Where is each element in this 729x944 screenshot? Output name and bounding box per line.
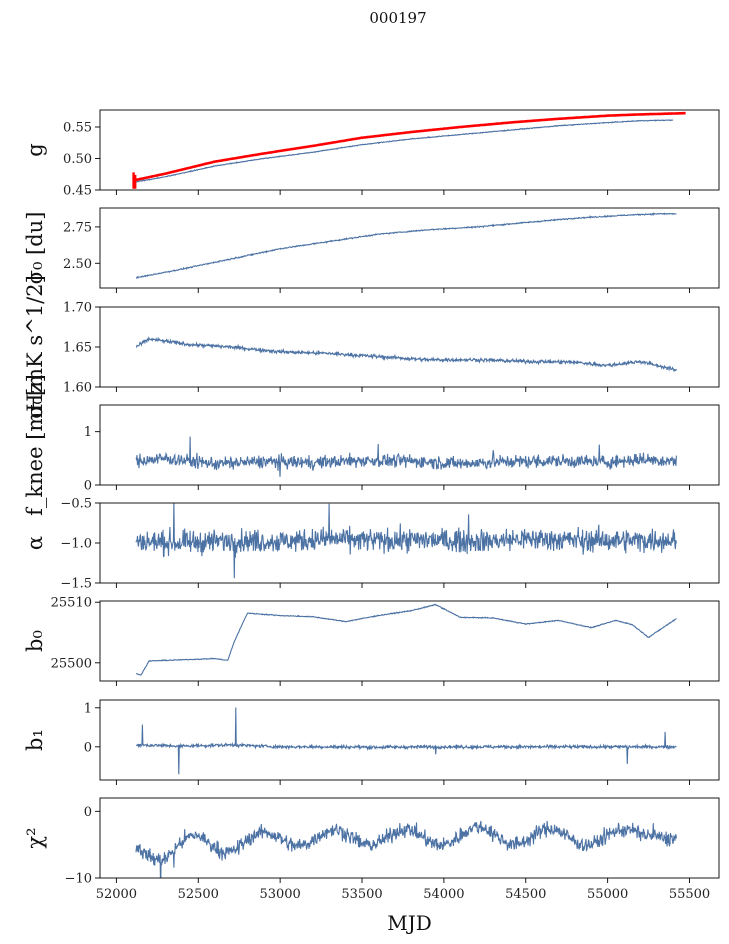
y-tick-label: 0.55 xyxy=(63,121,92,136)
panel-frame xyxy=(99,600,720,682)
series-b1 xyxy=(135,707,677,775)
panel-frame xyxy=(99,207,720,289)
y-tick-label: 2.50 xyxy=(63,257,92,272)
panel-frame xyxy=(99,306,720,388)
series-fknee xyxy=(135,436,677,477)
y-tick-label: 0 xyxy=(84,805,92,820)
y-axis-label-g: g xyxy=(23,143,47,156)
figure-suptitle: 000197 xyxy=(369,9,426,27)
series-sigma0-du xyxy=(136,212,677,280)
x-tick-label: 55000 xyxy=(587,887,628,902)
series-g-red xyxy=(132,111,686,182)
panel-frame xyxy=(99,404,720,486)
y-tick-label: 0 xyxy=(84,479,92,494)
panels-group: 0.45 0.50 0.55 g 2.50 2.75 σ₀ [du] 1.60 1.65 1.70… xyxy=(23,109,720,902)
series-g xyxy=(135,119,674,183)
y-tick-label: −0.5 xyxy=(60,497,92,512)
x-axis-label: MJD xyxy=(387,911,432,935)
y-tick-label: 25510 xyxy=(51,596,92,611)
y-axis-label-b1: b₁ xyxy=(23,729,47,751)
y-tick-label: 1.60 xyxy=(63,381,92,396)
x-tick-label: 53000 xyxy=(259,887,300,902)
y-tick-label: −1.5 xyxy=(60,577,92,592)
series-chi2 xyxy=(135,820,677,878)
series-b0 xyxy=(135,603,677,676)
panel-sigma0_mk: 1.60 1.65 1.70 σ₀[mK s^1/2] xyxy=(23,275,720,419)
y-tick-label: 1.70 xyxy=(63,301,92,316)
panel-g: 0.45 0.50 0.55 g xyxy=(23,109,720,199)
y-tick-label: 1.65 xyxy=(63,341,92,356)
x-tick-label: 54000 xyxy=(423,887,464,902)
x-tick-label: 55500 xyxy=(669,887,710,902)
y-axis-label-sigma0_du: σ₀ [du] xyxy=(23,212,47,285)
panel-frame xyxy=(99,797,720,879)
y-tick-label: −10 xyxy=(65,872,92,887)
y-axis-label-fknee: f_knee [mHz] xyxy=(23,374,47,516)
y-tick-label: 0.45 xyxy=(63,184,92,199)
panel-alpha: −1.5 −1.0 −0.5 α xyxy=(23,497,720,592)
y-tick-label: 0 xyxy=(84,740,92,755)
y-axis-label-chi2: χ² xyxy=(23,827,47,848)
panel-chi2: −10 0 52000 52500 53000 53500 54000 54500 55000 5… xyxy=(23,797,720,902)
series-alpha xyxy=(135,503,677,579)
y-tick-label: 1 xyxy=(84,425,92,440)
x-tick-label: 53500 xyxy=(341,887,382,902)
series-sigma0-mK xyxy=(135,336,677,372)
panel-frame xyxy=(99,109,720,191)
y-axis-label-sigma0_mk: σ₀[mK s^1/2] xyxy=(23,275,47,419)
x-tick-label: 54500 xyxy=(505,887,546,902)
y-axis-label-alpha: α xyxy=(23,536,47,550)
panel-fknee: 0 1 f_knee [mHz] xyxy=(23,374,720,516)
x-tick-label: 52500 xyxy=(178,887,219,902)
y-tick-label: 1 xyxy=(84,701,92,716)
panel-b1: 0 1 b₁ xyxy=(23,699,720,785)
y-tick-label: −1.0 xyxy=(60,537,92,552)
panel-frame xyxy=(99,699,720,781)
y-tick-label: 0.50 xyxy=(63,152,92,167)
x-tick-label: 52000 xyxy=(96,887,137,902)
panel-b0: 25500 25510 b₀ xyxy=(23,596,720,686)
y-tick-label: 25500 xyxy=(51,656,92,671)
y-axis-label-b0: b₀ xyxy=(23,630,47,652)
y-tick-label: 2.75 xyxy=(63,220,92,235)
panel-sigma0_du: 2.50 2.75 σ₀ [du] xyxy=(23,207,720,293)
